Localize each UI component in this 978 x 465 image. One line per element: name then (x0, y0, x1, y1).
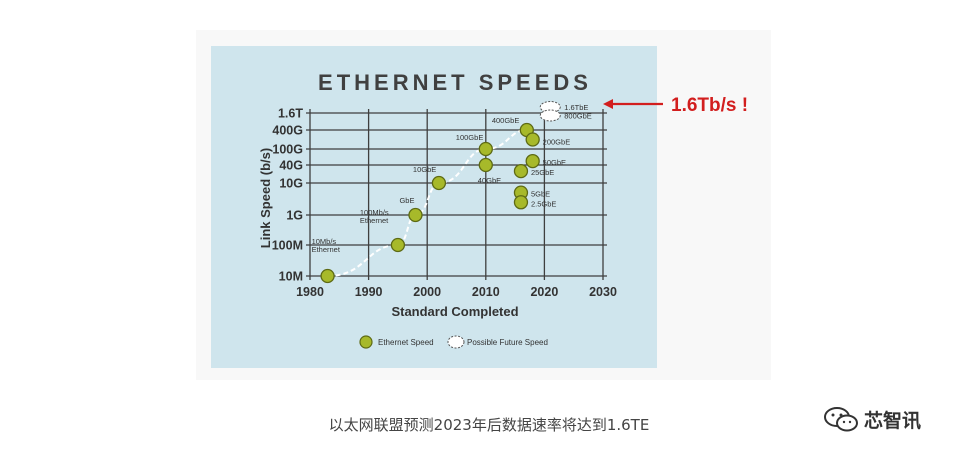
speed-point (513, 163, 529, 179)
point-label: 100Mb/s (360, 208, 389, 217)
point-label: 5GbE (531, 190, 550, 199)
y-tick-label: 10G (279, 177, 303, 191)
point-label: 100GbE (456, 133, 484, 142)
speed-point (525, 132, 540, 147)
point-label: 40GbE (478, 176, 501, 185)
point-label: 1.6TbE (564, 103, 588, 112)
legend-marker-actual (359, 335, 373, 349)
point-label: 800GbE (564, 111, 592, 120)
point-label: Ethernet (312, 245, 341, 254)
point-label: 10GbE (413, 165, 436, 174)
watermark: 芯智讯 (822, 404, 921, 434)
legend-marker-future (447, 335, 465, 349)
speed-point (478, 141, 493, 157)
point-label: 2.5GbE (531, 199, 556, 208)
image-caption: 以太网联盟预测2023年后数据速率将达到1.6TE (328, 416, 650, 434)
y-tick-label: 100M (272, 239, 303, 253)
y-tick-label: 10M (279, 270, 303, 284)
y-tick-label: 40G (279, 158, 303, 172)
point-label: 200GbE (543, 137, 571, 146)
x-tick-label: 2010 (472, 285, 500, 299)
point-label: GbE (399, 196, 414, 205)
y-tick-label: 1G (286, 209, 303, 223)
speed-point (320, 268, 335, 284)
point-label: 50GbE (543, 158, 566, 167)
point-label: 10Mb/s (312, 237, 337, 246)
y-tick-label: 100G (272, 143, 303, 157)
point-label: 400GbE (492, 116, 520, 125)
x-tick-label: 1980 (296, 285, 324, 299)
speed-point (408, 207, 423, 223)
wechat-icon (824, 407, 858, 432)
chart-title: ETHERNET SPEEDS (318, 70, 592, 95)
legend-label: Ethernet Speed (378, 338, 434, 347)
legend-label: Possible Future Speed (467, 338, 548, 347)
y-tick-label: 400G (272, 123, 303, 137)
y-axis-label: Link Speed (b/s) (258, 148, 273, 248)
chart-panel (211, 46, 657, 368)
future-speed-point (539, 109, 561, 122)
y-tick-label: 1.6T (278, 106, 303, 120)
x-tick-label: 2020 (530, 285, 558, 299)
x-tick-label: 1990 (355, 285, 383, 299)
x-tick-label: 2000 (413, 285, 441, 299)
point-label: 25GbE (531, 168, 554, 177)
speed-point (525, 153, 540, 169)
annotation-text: 1.6Tb/s ! (671, 95, 748, 116)
x-tick-label: 2030 (589, 285, 617, 299)
point-label: Ethernet (360, 216, 389, 225)
speed-point (431, 175, 447, 191)
speed-point (390, 237, 406, 253)
watermark-text: 芯智讯 (864, 409, 922, 432)
annotation-arrowhead (603, 99, 613, 109)
x-axis-label: Standard Completed (391, 304, 518, 319)
speed-point (513, 195, 529, 210)
speed-point (478, 157, 493, 173)
